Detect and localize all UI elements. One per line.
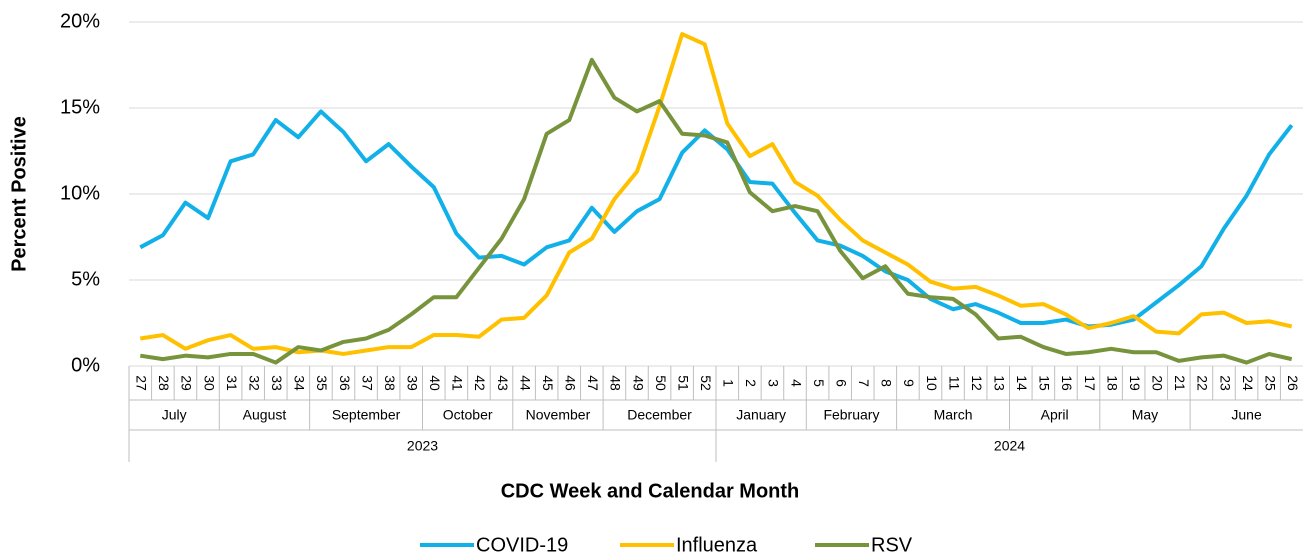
x-tick-label: 14	[1014, 375, 1030, 391]
month-label: November	[526, 407, 591, 423]
x-tick-label: 18	[1104, 375, 1120, 391]
legend-label: COVID-19	[476, 534, 568, 556]
x-tick-label: 52	[698, 375, 714, 391]
x-tick-label: 49	[630, 375, 646, 391]
x-tick-label: 20	[1150, 375, 1166, 391]
month-label: July	[162, 407, 187, 423]
x-tick-label: 28	[156, 375, 172, 391]
x-tick-label: 12	[969, 375, 985, 391]
x-tick-label: 43	[495, 375, 511, 391]
x-tick-label: 15	[1037, 375, 1053, 391]
y-tick-label: 0%	[71, 354, 100, 376]
x-axis-title: CDC Week and Calendar Month	[501, 480, 800, 502]
x-tick-label: 10	[924, 375, 940, 391]
month-label: December	[627, 407, 692, 423]
x-tick-label: 22	[1195, 375, 1211, 391]
x-tick-label: 42	[472, 375, 488, 391]
x-tick-label: 13	[992, 375, 1008, 391]
x-tick-label: 33	[269, 375, 285, 391]
x-tick-label: 8	[879, 379, 895, 387]
y-tick-label: 10%	[60, 182, 100, 204]
legend-label: Influenza	[676, 534, 758, 556]
y-tick-label: 20%	[60, 10, 100, 32]
month-label: March	[934, 407, 973, 423]
month-label: June	[1231, 407, 1262, 423]
y-axis-title: Percent Positive	[8, 116, 30, 272]
x-tick-label: 26	[1285, 375, 1301, 391]
year-label: 2024	[994, 438, 1025, 454]
x-tick-label: 24	[1240, 375, 1256, 391]
month-label: May	[1132, 407, 1158, 423]
month-label: September	[332, 407, 401, 423]
x-tick-label: 44	[517, 375, 533, 391]
x-tick-label: 31	[224, 375, 240, 391]
x-tick-label: 2	[743, 379, 759, 387]
x-tick-label: 39	[405, 375, 421, 391]
x-tick-label: 36	[337, 375, 353, 391]
y-tick-label: 15%	[60, 96, 100, 118]
x-tick-label: 21	[1172, 375, 1188, 391]
x-tick-label: 17	[1082, 375, 1098, 391]
month-label: October	[443, 407, 493, 423]
x-tick-label: 5	[811, 379, 827, 387]
x-tick-label: 40	[427, 375, 443, 391]
x-tick-label: 45	[540, 375, 556, 391]
x-tick-label: 11	[946, 376, 962, 391]
x-tick-label: 51	[675, 375, 691, 391]
x-tick-label: 25	[1262, 375, 1278, 391]
x-tick-label: 37	[359, 375, 375, 391]
month-label: April	[1041, 407, 1069, 423]
y-tick-label: 5%	[71, 268, 100, 290]
series-line	[139, 109, 1294, 329]
x-tick-label: 30	[201, 375, 217, 391]
x-tick-label: 23	[1217, 375, 1233, 391]
x-tick-label: 48	[608, 375, 624, 391]
x-tick-label: 4	[788, 379, 804, 387]
x-tick-label: 3	[766, 379, 782, 387]
x-tick-label: 46	[563, 375, 579, 391]
x-tick-label: 41	[450, 375, 466, 391]
x-tick-label: 34	[292, 375, 308, 391]
series-line	[139, 32, 1293, 356]
x-tick-label: 7	[856, 379, 872, 387]
x-tick-label: 9	[901, 379, 917, 387]
month-label: August	[243, 407, 287, 423]
x-tick-label: 38	[382, 375, 398, 391]
x-tick-label: 35	[314, 375, 330, 391]
x-tick-label: 32	[246, 375, 262, 391]
legend-label: RSV	[871, 534, 913, 556]
x-tick-label: 1	[721, 379, 737, 387]
x-tick-label: 50	[653, 375, 669, 391]
x-tick-label: 16	[1059, 375, 1075, 391]
month-label: January	[736, 407, 786, 423]
x-tick-label: 47	[585, 375, 601, 391]
x-tick-label: 19	[1127, 375, 1143, 391]
month-label: February	[823, 407, 879, 423]
x-tick-label: 27	[134, 375, 150, 391]
x-tick-label: 6	[833, 379, 849, 387]
x-tick-label: 29	[179, 375, 195, 391]
series-line	[139, 57, 1293, 365]
year-label: 2023	[407, 438, 438, 454]
